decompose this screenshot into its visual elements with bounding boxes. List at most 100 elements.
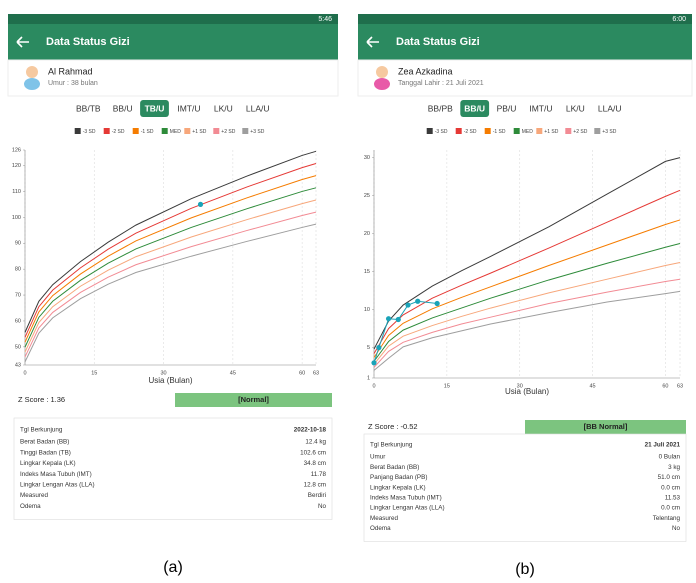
y-tick-label: 126 [12, 147, 21, 153]
tab[interactable]: IMT/U [529, 103, 552, 113]
detail-value: Telentang [653, 515, 681, 522]
x-tick-label: 60 [662, 383, 668, 389]
status-time: 6:00 [672, 16, 686, 23]
measurement-point [386, 316, 391, 321]
legend-label: -1 SD [141, 129, 154, 135]
legend-swatch [162, 128, 168, 134]
y-tick-label: 5 [367, 345, 370, 351]
detail-label: Odema [370, 525, 391, 532]
avatar-head [26, 66, 38, 78]
legend-label: -2 SD [464, 129, 477, 135]
avatar-head [376, 66, 388, 78]
screenshot-composite: 5:46Data Status GiziAl RahmadUmur : 38 b… [0, 0, 696, 583]
detail-label: Measured [370, 515, 398, 522]
tab[interactable]: BB/PB [428, 103, 453, 113]
avatar-body [24, 78, 40, 90]
detail-value: 12.4 kg [305, 439, 326, 446]
legend-swatch [427, 128, 433, 134]
legend-swatch [536, 128, 542, 134]
detail-label: Lingkar Lengan Atas (LLA) [370, 505, 445, 512]
y-tick-label: 70 [15, 293, 21, 299]
tab[interactable]: BB/TB [76, 103, 101, 113]
tab[interactable]: BB/U [464, 103, 485, 113]
detail-label: Umur [370, 454, 385, 461]
y-tick-label: 1 [367, 375, 370, 381]
legend-swatch [242, 128, 248, 134]
measurement-point [435, 301, 440, 306]
detail-value: 0.0 cm [661, 484, 680, 491]
detail-label: Indeks Masa Tubuh (IMT) [20, 471, 92, 478]
detail-value: Berdiri [308, 492, 326, 499]
y-tick-label: 120 [12, 163, 21, 169]
tab[interactable]: LLA/U [246, 103, 270, 113]
legend-swatch [133, 128, 139, 134]
caption: (a) [163, 559, 183, 576]
x-axis-label: Usia (Bulan) [505, 387, 549, 396]
y-tick-label: 15 [364, 269, 370, 275]
status-bar [358, 14, 692, 24]
detail-value: 12.8 cm [304, 481, 326, 488]
y-tick-label: 30 [364, 155, 370, 161]
detail-label: Lingkar Kepala (LK) [370, 484, 426, 491]
app-title: Data Status Gizi [46, 36, 130, 48]
detail-value: 2022-10-18 [294, 427, 327, 434]
x-tick-label: 15 [91, 370, 97, 376]
detail-label: Berat Badan (BB) [370, 464, 419, 471]
status-bar [8, 14, 338, 24]
legend-label: -3 SD [83, 129, 96, 135]
detail-label: Odema [20, 503, 41, 510]
detail-value: 34.8 cm [304, 460, 326, 467]
tab[interactable]: IMT/U [177, 103, 200, 113]
measurement-point [405, 302, 410, 307]
profile-info: Umur : 38 bulan [48, 80, 98, 87]
x-tick-label: 15 [444, 383, 450, 389]
detail-label: Panjang Badan (PB) [370, 474, 427, 481]
status-time: 5:46 [318, 16, 332, 23]
legend-swatch [75, 128, 81, 134]
legend-swatch [565, 128, 571, 134]
tab[interactable]: LK/U [566, 103, 585, 113]
tab[interactable]: PB/U [497, 103, 517, 113]
y-tick-label: 50 [15, 344, 21, 350]
x-axis-label: Usia (Bulan) [148, 376, 192, 385]
legend-swatch [184, 128, 190, 134]
caption: (b) [515, 561, 535, 578]
detail-label: Measured [20, 492, 48, 499]
detail-label: Tgl Berkunjung [20, 427, 63, 434]
detail-value: 102.6 cm [300, 449, 326, 456]
app-title: Data Status Gizi [396, 36, 480, 48]
z-score: Z Score : 1.36 [18, 395, 65, 404]
legend-swatch [514, 128, 520, 134]
y-tick-label: 25 [364, 193, 370, 199]
legend-swatch [213, 128, 219, 134]
detail-value: 11.53 [665, 494, 681, 501]
detail-value: 21 Juli 2021 [645, 442, 681, 449]
legend-label: +1 SD [192, 129, 206, 135]
detail-label: Tinggi Badan (TB) [20, 449, 71, 456]
legend-label: -3 SD [435, 129, 448, 135]
detail-value: 3 kg [668, 464, 680, 471]
tab[interactable]: TB/U [145, 103, 165, 113]
profile-info: Tanggal Lahir : 21 Juli 2021 [398, 80, 484, 87]
measurement-point [371, 360, 376, 365]
legend-swatch [456, 128, 462, 134]
measurement-point [396, 317, 401, 322]
tab[interactable]: LLA/U [598, 103, 622, 113]
legend-label: +2 SD [573, 129, 587, 135]
y-tick-label: 90 [15, 241, 21, 247]
detail-label: Lingkar Lengan Atas (LLA) [20, 481, 95, 488]
legend-swatch [485, 128, 491, 134]
legend-swatch [594, 128, 600, 134]
detail-value: 51.0 cm [658, 474, 680, 481]
y-tick-label: 10 [364, 307, 370, 313]
legend-label: +3 SD [250, 129, 264, 135]
detail-value: 0 Bulan [659, 454, 681, 461]
tab[interactable]: BB/U [113, 103, 133, 113]
avatar-body [374, 78, 390, 90]
tab[interactable]: LK/U [214, 103, 233, 113]
measurement-point [376, 345, 381, 350]
detail-label: Tgl Berkunjung [370, 442, 413, 449]
z-score: Z Score : -0.52 [368, 422, 418, 431]
